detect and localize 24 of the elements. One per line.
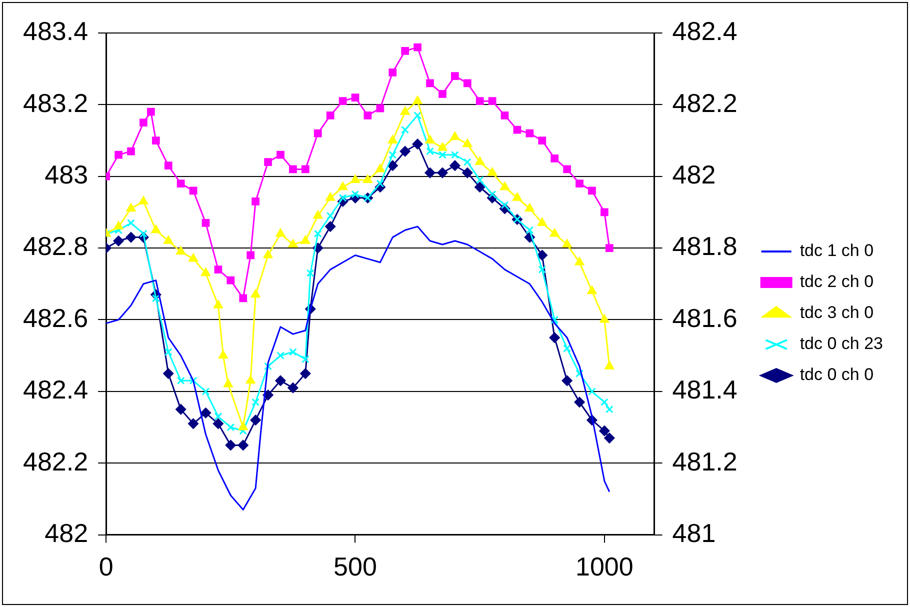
y2-tick-label: 482.2 bbox=[672, 88, 738, 118]
y2-tick-label: 481.2 bbox=[672, 446, 738, 476]
x-tick-label: 500 bbox=[334, 552, 377, 582]
y2-tick-label: 481 bbox=[672, 518, 716, 548]
legend-label: tdc 3 ch 0 bbox=[800, 303, 874, 322]
legend-label: tdc 2 ch 0 bbox=[800, 272, 874, 292]
y2-tick-label: 481.8 bbox=[672, 231, 738, 262]
y-tick-label: 483.2 bbox=[22, 88, 88, 118]
y-tick-label: 482.8 bbox=[22, 231, 88, 262]
legend-label: tdc 1 ch 0 bbox=[800, 241, 874, 260]
legend-label: tdc 0 ch 0 bbox=[800, 365, 874, 384]
y-tick-label: 483 bbox=[44, 160, 88, 190]
y-tick-label: 482.4 bbox=[22, 374, 88, 405]
y-tick-label: 482.2 bbox=[22, 446, 88, 476]
legend-label: tdc 0 ch 23 bbox=[800, 334, 884, 354]
y-tick-label: 482.6 bbox=[22, 302, 88, 333]
x-tick-label: 0 bbox=[98, 552, 114, 582]
y-tick-label: 483.4 bbox=[22, 16, 88, 46]
x-tick-label: 1000 bbox=[576, 552, 634, 582]
y2-tick-label: 481.4 bbox=[672, 374, 738, 405]
y2-tick-label: 482.4 bbox=[672, 16, 738, 46]
y2-tick-label: 482 bbox=[672, 160, 716, 190]
y2-tick-label: 481.6 bbox=[672, 302, 738, 333]
y-tick-label: 482 bbox=[44, 518, 88, 548]
